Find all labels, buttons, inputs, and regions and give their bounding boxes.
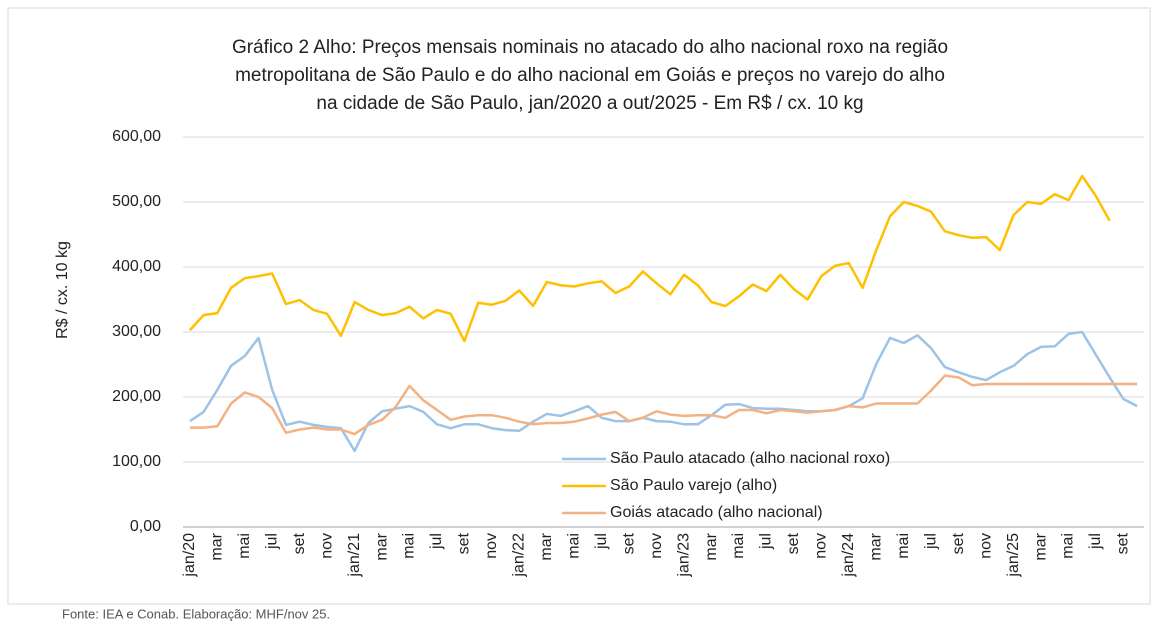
x-tick-label: set xyxy=(456,532,473,554)
x-tick-label: mar xyxy=(373,532,390,560)
x-tick-label: mar xyxy=(538,532,555,560)
y-tick-label: 500,00 xyxy=(112,193,161,210)
legend-label: São Paulo varejo (alho) xyxy=(610,477,777,494)
y-tick-label: 0,00 xyxy=(130,518,161,535)
x-tick-label: nov xyxy=(813,533,830,559)
y-tick-label: 100,00 xyxy=(112,453,161,470)
series-line xyxy=(189,374,1138,436)
x-tick-label: mai xyxy=(1060,533,1077,559)
series-line xyxy=(188,174,1111,343)
x-tick-label: mar xyxy=(868,532,885,560)
x-tick-label: jul xyxy=(758,533,775,550)
x-tick-label: mai xyxy=(565,533,582,559)
y-tick-label: 200,00 xyxy=(112,388,161,405)
chart-title: Gráfico 2 Alho: Preços mensais nominais … xyxy=(232,37,948,58)
x-tick-label: jul xyxy=(1087,533,1104,550)
series-line xyxy=(189,330,1138,453)
chart-frame xyxy=(7,7,1151,605)
x-tick-label: mai xyxy=(236,533,253,559)
x-tick-label: jan/21 xyxy=(346,533,363,578)
x-tick-label: mai xyxy=(401,533,418,559)
x-tick-label: jul xyxy=(593,533,610,550)
x-tick-label: mar xyxy=(703,532,720,560)
x-tick-label: mar xyxy=(1032,532,1049,560)
x-tick-label: set xyxy=(785,532,802,554)
y-axis-title: R$ / cx. 10 kg xyxy=(54,241,71,339)
chart-title: na cidade de São Paulo, jan/2020 a out/2… xyxy=(316,93,863,114)
x-tick-label: mai xyxy=(730,533,747,559)
x-tick-label: jan/23 xyxy=(675,533,692,578)
x-tick-label: jan/25 xyxy=(1005,533,1022,578)
x-tick-label: mar xyxy=(209,532,226,560)
x-tick-label: jul xyxy=(263,533,280,550)
x-tick-label: set xyxy=(950,532,967,554)
x-tick-label: nov xyxy=(977,533,994,559)
x-tick-label: jul xyxy=(428,533,445,550)
x-tick-label: nov xyxy=(648,533,665,559)
x-tick-label: mai xyxy=(895,533,912,559)
legend-label: São Paulo atacado (alho nacional roxo) xyxy=(610,450,890,467)
y-tick-label: 600,00 xyxy=(112,128,161,145)
x-tick-label: set xyxy=(1115,532,1132,554)
x-tick-label: jul xyxy=(922,533,939,550)
x-tick-label: jan/20 xyxy=(181,533,198,578)
chart-title: metropolitana de São Paulo e do alho nac… xyxy=(235,65,945,86)
source-note: Fonte: IEA e Conab. Elaboração: MHF/nov … xyxy=(62,606,330,621)
x-tick-label: set xyxy=(291,532,308,554)
y-tick-label: 400,00 xyxy=(112,258,161,275)
x-tick-label: nov xyxy=(483,533,500,559)
x-tick-label: set xyxy=(620,532,637,554)
x-tick-label: jan/22 xyxy=(511,533,528,578)
x-tick-label: nov xyxy=(318,533,335,559)
legend-label: Goiás atacado (alho nacional) xyxy=(610,504,823,521)
x-tick-label: jan/24 xyxy=(840,533,857,578)
y-tick-label: 300,00 xyxy=(112,323,161,340)
